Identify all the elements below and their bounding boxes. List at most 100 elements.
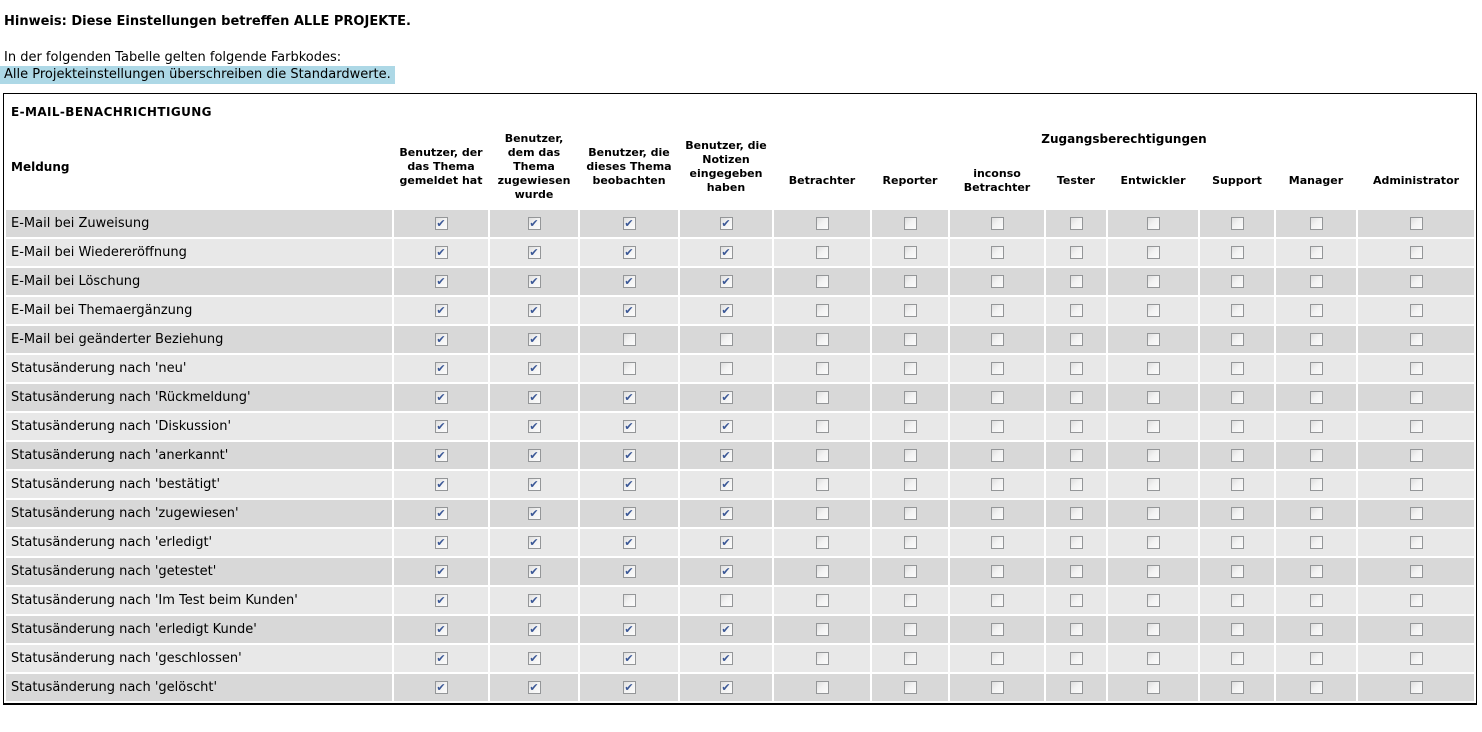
notification-checkbox[interactable]	[903, 536, 917, 549]
notification-checkbox[interactable]	[1409, 449, 1423, 462]
notification-checkbox[interactable]	[527, 652, 541, 665]
notification-checkbox[interactable]	[903, 362, 917, 375]
notification-checkbox[interactable]	[1409, 362, 1423, 375]
notification-checkbox[interactable]	[719, 681, 733, 694]
notification-checkbox[interactable]	[622, 449, 636, 462]
notification-checkbox[interactable]	[622, 304, 636, 317]
notification-checkbox[interactable]	[622, 536, 636, 549]
notification-checkbox[interactable]	[434, 565, 448, 578]
notification-checkbox[interactable]	[903, 681, 917, 694]
notification-checkbox[interactable]	[1409, 652, 1423, 665]
notification-checkbox[interactable]	[1230, 362, 1244, 375]
notification-checkbox[interactable]	[622, 333, 636, 346]
notification-checkbox[interactable]	[527, 391, 541, 404]
notification-checkbox[interactable]	[1146, 333, 1160, 346]
notification-checkbox[interactable]	[527, 304, 541, 317]
notification-checkbox[interactable]	[815, 652, 829, 665]
notification-checkbox[interactable]	[434, 507, 448, 520]
notification-checkbox[interactable]	[1409, 681, 1423, 694]
notification-checkbox[interactable]	[815, 536, 829, 549]
notification-checkbox[interactable]	[1309, 275, 1323, 288]
notification-checkbox[interactable]	[990, 217, 1004, 230]
notification-checkbox[interactable]	[1409, 623, 1423, 636]
notification-checkbox[interactable]	[622, 565, 636, 578]
notification-checkbox[interactable]	[622, 217, 636, 230]
notification-checkbox[interactable]	[719, 217, 733, 230]
notification-checkbox[interactable]	[815, 304, 829, 317]
notification-checkbox[interactable]	[990, 391, 1004, 404]
notification-checkbox[interactable]	[434, 246, 448, 259]
notification-checkbox[interactable]	[815, 246, 829, 259]
notification-checkbox[interactable]	[903, 507, 917, 520]
notification-checkbox[interactable]	[1409, 565, 1423, 578]
notification-checkbox[interactable]	[1146, 507, 1160, 520]
notification-checkbox[interactable]	[1146, 246, 1160, 259]
notification-checkbox[interactable]	[1069, 449, 1083, 462]
notification-checkbox[interactable]	[434, 623, 448, 636]
notification-checkbox[interactable]	[1146, 391, 1160, 404]
notification-checkbox[interactable]	[527, 507, 541, 520]
notification-checkbox[interactable]	[1409, 304, 1423, 317]
notification-checkbox[interactable]	[1146, 362, 1160, 375]
notification-checkbox[interactable]	[622, 478, 636, 491]
notification-checkbox[interactable]	[1409, 217, 1423, 230]
notification-checkbox[interactable]	[1230, 391, 1244, 404]
notification-checkbox[interactable]	[719, 275, 733, 288]
notification-checkbox[interactable]	[434, 217, 448, 230]
notification-checkbox[interactable]	[527, 681, 541, 694]
notification-checkbox[interactable]	[815, 594, 829, 607]
notification-checkbox[interactable]	[527, 217, 541, 230]
notification-checkbox[interactable]	[815, 391, 829, 404]
notification-checkbox[interactable]	[622, 507, 636, 520]
notification-checkbox[interactable]	[990, 565, 1004, 578]
notification-checkbox[interactable]	[622, 246, 636, 259]
notification-checkbox[interactable]	[1409, 333, 1423, 346]
notification-checkbox[interactable]	[1069, 391, 1083, 404]
notification-checkbox[interactable]	[1309, 652, 1323, 665]
notification-checkbox[interactable]	[1069, 536, 1083, 549]
notification-checkbox[interactable]	[990, 507, 1004, 520]
notification-checkbox[interactable]	[1230, 217, 1244, 230]
notification-checkbox[interactable]	[434, 478, 448, 491]
notification-checkbox[interactable]	[719, 478, 733, 491]
notification-checkbox[interactable]	[527, 362, 541, 375]
notification-checkbox[interactable]	[990, 333, 1004, 346]
notification-checkbox[interactable]	[1409, 507, 1423, 520]
notification-checkbox[interactable]	[903, 652, 917, 665]
notification-checkbox[interactable]	[1230, 594, 1244, 607]
notification-checkbox[interactable]	[1230, 246, 1244, 259]
notification-checkbox[interactable]	[815, 681, 829, 694]
notification-checkbox[interactable]	[1309, 391, 1323, 404]
notification-checkbox[interactable]	[434, 652, 448, 665]
notification-checkbox[interactable]	[990, 246, 1004, 259]
notification-checkbox[interactable]	[990, 420, 1004, 433]
notification-checkbox[interactable]	[1409, 420, 1423, 433]
notification-checkbox[interactable]	[719, 420, 733, 433]
notification-checkbox[interactable]	[1309, 420, 1323, 433]
notification-checkbox[interactable]	[1230, 565, 1244, 578]
notification-checkbox[interactable]	[527, 420, 541, 433]
notification-checkbox[interactable]	[903, 217, 917, 230]
notification-checkbox[interactable]	[1409, 275, 1423, 288]
notification-checkbox[interactable]	[1230, 507, 1244, 520]
notification-checkbox[interactable]	[1309, 536, 1323, 549]
notification-checkbox[interactable]	[815, 623, 829, 636]
notification-checkbox[interactable]	[1069, 507, 1083, 520]
notification-checkbox[interactable]	[719, 246, 733, 259]
notification-checkbox[interactable]	[1309, 507, 1323, 520]
notification-checkbox[interactable]	[622, 420, 636, 433]
notification-checkbox[interactable]	[815, 507, 829, 520]
notification-checkbox[interactable]	[1146, 652, 1160, 665]
notification-checkbox[interactable]	[622, 594, 636, 607]
notification-checkbox[interactable]	[527, 275, 541, 288]
notification-checkbox[interactable]	[1146, 420, 1160, 433]
notification-checkbox[interactable]	[1069, 652, 1083, 665]
notification-checkbox[interactable]	[815, 478, 829, 491]
notification-checkbox[interactable]	[1069, 594, 1083, 607]
notification-checkbox[interactable]	[434, 362, 448, 375]
notification-checkbox[interactable]	[903, 478, 917, 491]
notification-checkbox[interactable]	[815, 565, 829, 578]
notification-checkbox[interactable]	[719, 536, 733, 549]
notification-checkbox[interactable]	[1069, 304, 1083, 317]
notification-checkbox[interactable]	[1146, 594, 1160, 607]
